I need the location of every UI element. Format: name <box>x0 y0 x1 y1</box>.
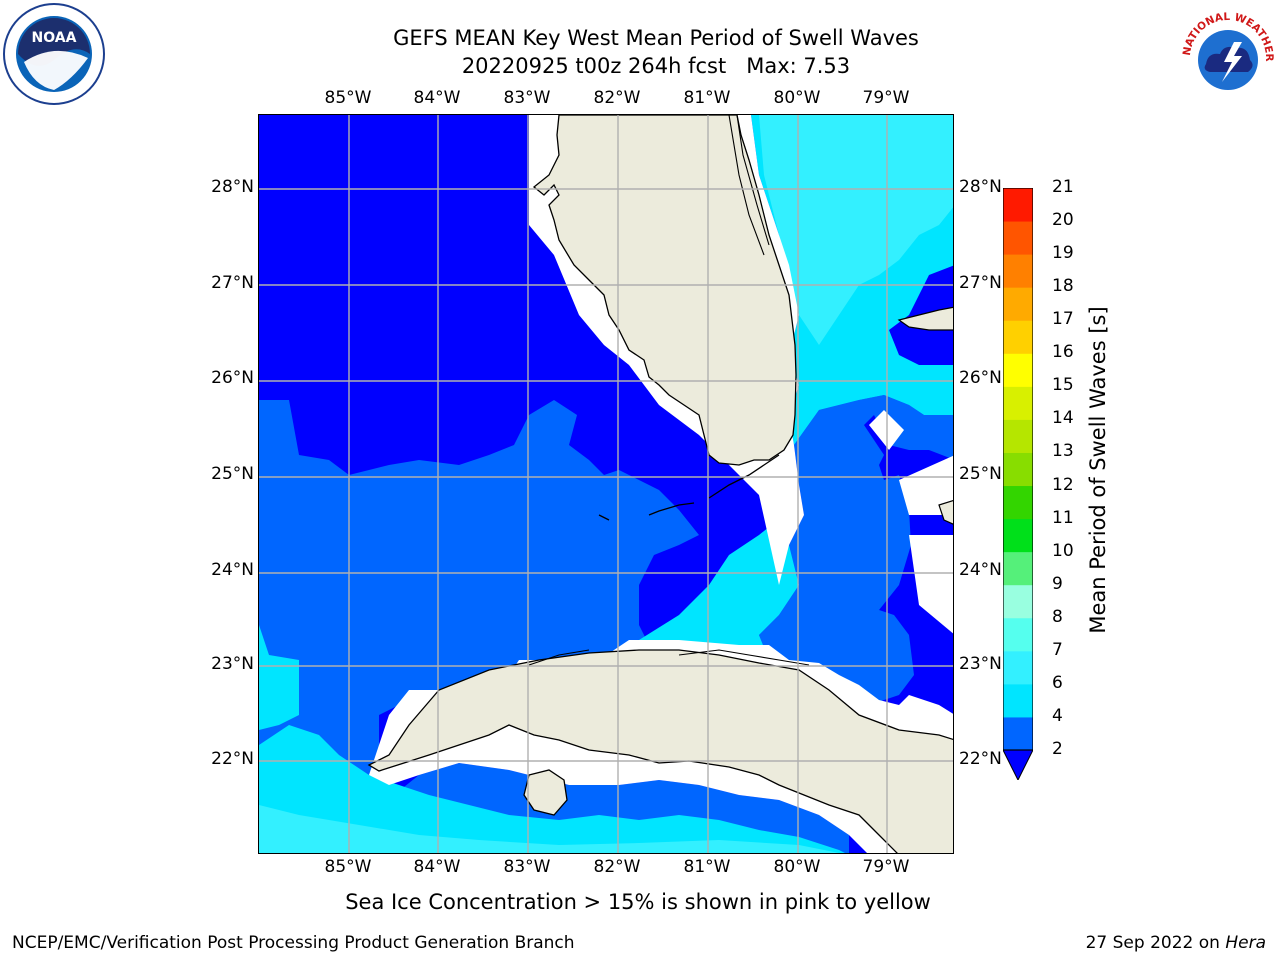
x-tick-top: 80°W <box>773 88 821 108</box>
y-tick-right: 26°N <box>959 368 1002 388</box>
colorbar-tick-label: 18 <box>1052 276 1074 297</box>
x-tick-top: 81°W <box>683 88 731 108</box>
colorbar-tick-label: 13 <box>1052 441 1074 462</box>
colorbar-tick-label: 19 <box>1052 243 1074 264</box>
colorbar-tick-label: 20 <box>1052 210 1074 231</box>
x-tick-bottom: 80°W <box>773 857 821 877</box>
x-tick-bottom: 81°W <box>683 857 731 877</box>
colorbar-tick-label: 9 <box>1052 573 1063 594</box>
colorbar-tick-label: 2 <box>1052 739 1063 759</box>
grand-bahama-land <box>897 306 953 331</box>
colorbar-level-6-7 <box>1003 650 1033 685</box>
colorbar-tick-label: 10 <box>1052 540 1074 561</box>
x-tick-top: 79°W <box>862 88 910 108</box>
colorbar-tick-label: 4 <box>1052 705 1063 726</box>
x-tick-top: 83°W <box>503 88 551 108</box>
andros-land <box>938 499 953 525</box>
chart-subtitle: 20220925 t00z 264h fcst Max: 7.53 <box>461 54 851 78</box>
colorbar-tick-label: 17 <box>1052 309 1074 330</box>
sea-ice-note: Sea Ice Concentration > 15% is shown in … <box>345 890 931 914</box>
contour-6-7s-region <box>759 115 953 345</box>
colorbar-tick-label: 7 <box>1052 639 1063 660</box>
colorbar-level-16-17 <box>1003 320 1033 354</box>
y-tick-right: 28°N <box>959 177 1002 197</box>
contour-4-6s-region <box>259 625 299 730</box>
y-tick-left: 25°N <box>211 464 254 484</box>
swell-period-map <box>259 115 953 853</box>
colorbar-tick-label: 16 <box>1052 342 1074 363</box>
colorbar-under-triangle <box>1003 749 1033 780</box>
y-tick-right: 25°N <box>959 464 1002 484</box>
colorbar-level-12-13 <box>1003 452 1033 487</box>
isla-juventud-land <box>523 769 568 816</box>
colorbar-outline <box>1003 188 1033 751</box>
footer-date: 27 Sep 2022 on Hera <box>1086 933 1266 953</box>
y-tick-right: 27°N <box>959 273 1002 293</box>
colorbar-level-15-16 <box>1003 353 1033 387</box>
y-tick-left: 24°N <box>211 560 254 580</box>
colorbar-level-20-21 <box>1003 188 1033 222</box>
colorbar-level-2-4 <box>1003 716 1033 751</box>
noaa-logo-icon: NOAA <box>3 3 105 105</box>
x-tick-bottom: 83°W <box>503 857 551 877</box>
colorbar-tick-label: 8 <box>1052 606 1063 627</box>
y-tick-right: 24°N <box>959 560 1002 580</box>
lat-lon-grid <box>259 115 953 853</box>
y-tick-left: 27°N <box>211 273 254 293</box>
y-tick-left: 22°N <box>211 749 254 769</box>
colorbar-level-18-19 <box>1003 254 1033 288</box>
contour-2-4s-region <box>259 400 699 853</box>
colorbar-tick-label: 14 <box>1052 408 1074 429</box>
nodata-bahamas-region <box>869 410 953 634</box>
y-tick-right: 22°N <box>959 749 1002 769</box>
x-tick-bottom: 84°W <box>413 857 461 877</box>
x-tick-bottom: 85°W <box>324 857 372 877</box>
map-frame <box>258 114 954 854</box>
contour-4-6s-south-region <box>259 725 845 853</box>
contour-6-7s-south-region <box>259 805 839 853</box>
x-tick-top: 82°W <box>593 88 641 108</box>
colorbar-level-19-20 <box>1003 221 1033 255</box>
colorbar-tick-label: 11 <box>1052 507 1074 528</box>
x-tick-top: 84°W <box>413 88 461 108</box>
y-tick-right: 23°N <box>959 654 1002 674</box>
colorbar-level-14-15 <box>1003 386 1033 420</box>
colorbar-level-10-11 <box>1003 518 1033 553</box>
x-tick-top: 85°W <box>324 88 372 108</box>
cuba-north-cays <box>528 649 810 666</box>
footer-date-text: 27 Sep 2022 on <box>1085 933 1226 953</box>
colorbar-level-7-8 <box>1003 617 1033 652</box>
colorbar-axis-label: Mean Period of Swell Waves [s] <box>1086 306 1110 634</box>
noaa-logo-text: NOAA <box>32 30 77 46</box>
colorbar-tick-label: 21 <box>1052 177 1074 197</box>
nws-logo-icon: NATIONAL WEATHER SERVICE <box>1176 2 1278 104</box>
colorbar <box>1003 188 1033 780</box>
footer-branch-credit: NCEP/EMC/Verification Post Processing Pr… <box>12 933 575 953</box>
x-tick-bottom: 82°W <box>593 857 641 877</box>
colorbar-level-8-9 <box>1003 584 1033 619</box>
x-tick-bottom: 79°W <box>862 857 910 877</box>
colorbar-level-11-12 <box>1003 485 1033 520</box>
footer-host: Hera <box>1225 933 1266 953</box>
colorbar-tick-label: 12 <box>1052 474 1074 495</box>
y-tick-left: 26°N <box>211 368 254 388</box>
chart-title: GEFS MEAN Key West Mean Period of Swell … <box>393 26 919 50</box>
contour-2-4s-east-region <box>759 395 953 705</box>
colorbar-tick-label: 6 <box>1052 672 1063 693</box>
y-tick-left: 28°N <box>211 177 254 197</box>
florida-keys-coast <box>598 454 780 521</box>
colorbar-level-4-6 <box>1003 683 1033 718</box>
colorbar-level-9-10 <box>1003 551 1033 586</box>
colorbar-level-13-14 <box>1003 419 1033 453</box>
colorbar-tick-label: 15 <box>1052 375 1074 396</box>
florida-east-coast-lagoon <box>728 115 770 256</box>
florida-land <box>532 115 797 466</box>
cuba-land <box>367 649 953 853</box>
y-tick-left: 23°N <box>211 654 254 674</box>
colorbar-level-17-18 <box>1003 287 1033 321</box>
